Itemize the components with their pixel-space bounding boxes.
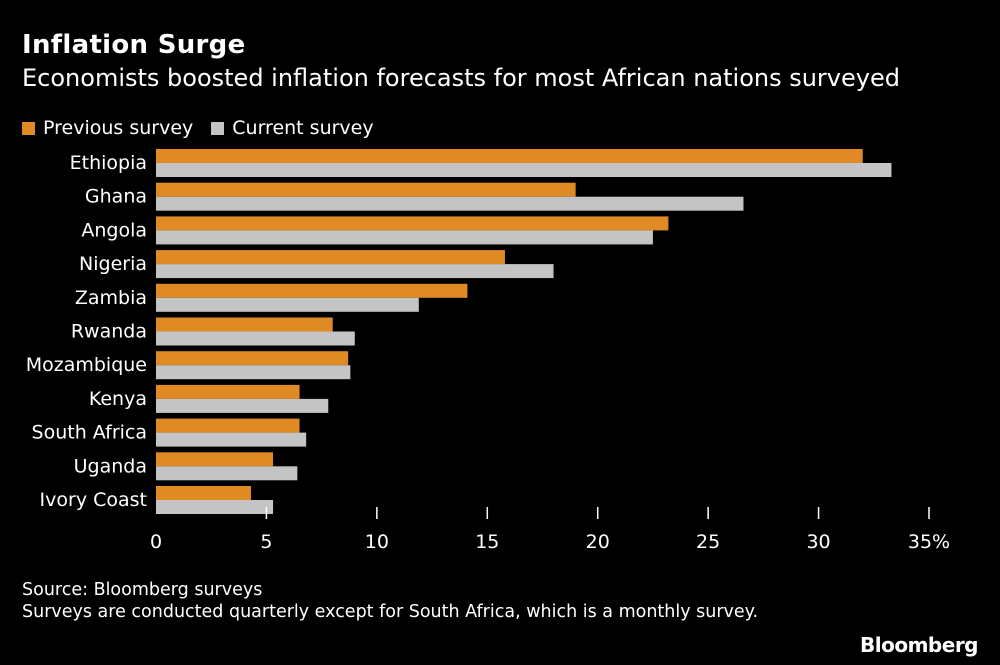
category-label: Ivory Coast [40,489,147,511]
category-label: Uganda [74,455,147,477]
bar-previous [156,216,669,231]
bar-current [156,230,653,245]
x-tick-label: 25 [696,531,720,553]
legend-label-previous: Previous survey [43,117,194,139]
bar-current [156,365,351,380]
bar-current [156,398,329,413]
bar-previous [156,149,863,163]
bar-previous [156,486,251,500]
bar-previous [156,283,468,298]
x-tick-label: 5 [260,531,272,553]
category-label: Ghana [85,186,147,208]
bar-previous [156,250,505,265]
legend-swatch-current [211,121,225,135]
category-label: Zambia [75,287,147,309]
source-text: Source: Bloomberg surveys [22,580,263,600]
bar-previous [156,384,300,399]
category-label: Nigeria [79,253,147,275]
bar-current [156,297,419,312]
category-label: Mozambique [26,354,147,376]
category-label: Ethiopia [70,152,147,174]
bar-previous [156,351,349,366]
chart-title: Inflation Surge [22,30,246,60]
x-tick-label: 35% [908,531,950,553]
note-text: Surveys are conducted quarterly except f… [22,602,759,622]
legend: Previous survey Current survey [22,117,392,139]
x-tick-label: 20 [586,531,610,553]
bar-current [156,163,892,177]
bar-current [156,264,554,279]
category-label: Rwanda [71,321,147,343]
bar-previous [156,182,576,197]
legend-swatch-previous [22,121,35,135]
x-tick-label: 30 [806,531,830,553]
bar-previous [156,452,274,467]
chart-subtitle: Economists boosted inflation forecasts f… [22,64,900,92]
bar-current [156,466,298,481]
category-label: Kenya [89,388,147,410]
x-tick-label: 0 [150,531,162,553]
legend-label-current: Current survey [232,117,374,139]
bar-previous [156,418,300,433]
bar-previous [156,317,333,332]
bar-current [156,331,355,346]
category-label: Angola [81,219,147,241]
footer: Source: Bloomberg surveys Surveys are co… [22,579,762,623]
x-tick-label: 10 [365,531,389,553]
bar-current [156,432,307,447]
bar-current [156,196,744,211]
x-tick-label: 15 [475,531,499,553]
bloomberg-logo: Bloomberg [860,633,978,657]
bar-current [156,500,274,514]
category-label: South Africa [32,422,147,444]
